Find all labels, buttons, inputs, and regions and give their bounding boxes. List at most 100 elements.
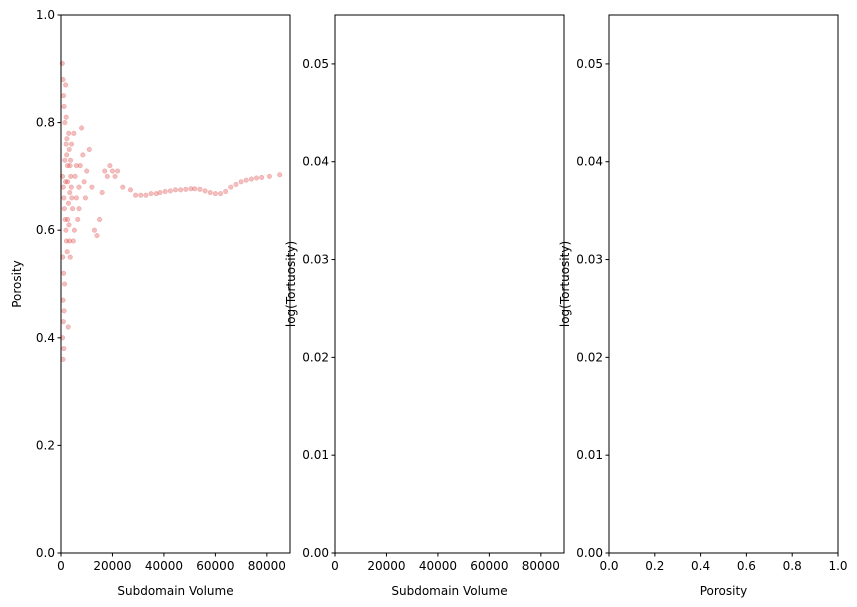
scatter-point [76, 184, 82, 190]
plot-area [335, 15, 564, 553]
scatter-point [64, 136, 70, 142]
scatter-point [61, 206, 67, 212]
x-tick-label: 60000 [470, 559, 508, 573]
x-tick-label: 0 [57, 559, 65, 573]
y-tick-label: 0.04 [302, 155, 329, 169]
scatter-point [61, 103, 67, 110]
scatter-point [65, 200, 72, 206]
scatter-point [71, 130, 77, 136]
scatter-point [76, 206, 82, 212]
scatter-point [62, 281, 68, 287]
scatter-point [61, 195, 67, 201]
scatter-point [127, 187, 134, 193]
scatter-point [99, 189, 105, 196]
scatter-point [178, 187, 184, 193]
scatter-point [68, 184, 74, 190]
scatter-point [67, 163, 73, 169]
scatter-point [63, 141, 69, 147]
scatter-point [61, 308, 67, 314]
y-tick-label: 0.02 [576, 350, 603, 364]
scatter-point [109, 168, 116, 174]
x-tick-label: 20000 [367, 559, 405, 573]
y-axis-label: log(Tortuosity) [284, 241, 298, 327]
plot-frame [608, 14, 839, 554]
scatter-point [197, 186, 203, 192]
x-axis-label: Porosity [700, 584, 748, 598]
scatter-point [243, 177, 249, 183]
plot-frame [60, 14, 291, 554]
scatter-point [120, 184, 126, 190]
x-axis-label: Subdomain Volume [391, 584, 507, 598]
scatter-point [70, 238, 76, 244]
scatter-point [223, 188, 229, 195]
scatter-point [167, 188, 173, 194]
plot-frame [334, 14, 565, 554]
plot-area [609, 15, 838, 553]
scatter-point [112, 173, 118, 179]
scatter-point [259, 174, 265, 181]
y-tick-label: 0.05 [576, 57, 603, 71]
scatter-point [153, 191, 159, 197]
x-tick-label: 0 [331, 559, 339, 573]
scatter-point [62, 120, 68, 126]
scatter-point [61, 93, 67, 99]
scatter-point [89, 184, 95, 190]
scatter-point [94, 233, 100, 239]
y-tick-label: 0.03 [302, 253, 329, 267]
x-tick-label: 0.4 [691, 559, 710, 573]
x-tick-label: 40000 [419, 559, 457, 573]
scatter-point [91, 227, 97, 233]
x-axis-label: Subdomain Volume [117, 584, 233, 598]
y-tick-label: 0.4 [36, 331, 55, 345]
x-tick-label: 1.0 [828, 559, 847, 573]
scatter-point [73, 195, 79, 201]
scatter-point [68, 173, 74, 179]
x-tick-label: 80000 [248, 559, 286, 573]
scatter-point [81, 179, 87, 185]
y-tick-label: 0.00 [302, 546, 329, 560]
scatter-point [102, 168, 108, 174]
x-tick-label: 0.0 [599, 559, 618, 573]
scatter-point [62, 157, 68, 163]
scatter-point [63, 82, 69, 88]
y-axis-label: Porosity [10, 260, 24, 308]
scatter-point [63, 114, 69, 120]
scatter-point [60, 184, 66, 190]
scatter-point [63, 227, 69, 233]
scatter-point [192, 186, 198, 192]
scatter-point [138, 192, 144, 198]
x-tick-label: 0.6 [737, 559, 756, 573]
scatter-point [61, 346, 67, 352]
y-tick-label: 0.6 [36, 223, 55, 237]
scatter-point [207, 189, 213, 196]
scatter-point [73, 163, 79, 169]
y-tick-label: 0.03 [576, 253, 603, 267]
scatter-point [162, 188, 168, 195]
scatter-point [65, 216, 71, 222]
scatter-point [61, 270, 67, 276]
scatter-point [70, 206, 76, 212]
y-tick-label: 0.05 [302, 57, 329, 71]
scatter-point [228, 184, 234, 190]
scatter-point [62, 216, 68, 222]
scatter-point [69, 195, 75, 201]
scatter-point [77, 163, 83, 169]
scatter-point [63, 238, 69, 244]
x-tick-label: 40000 [145, 559, 183, 573]
y-axis-label: log(Tortuosity) [558, 241, 572, 327]
y-tick-label: 0.00 [576, 546, 603, 560]
x-tick-label: 0.2 [645, 559, 664, 573]
scatter-point [63, 179, 69, 185]
scatter-point [75, 216, 81, 222]
scatter-point [157, 189, 163, 196]
scatter-point [68, 141, 75, 147]
scatter-point [172, 187, 179, 193]
scatter-point [80, 152, 86, 158]
x-tick-label: 60000 [196, 559, 234, 573]
y-tick-label: 0.01 [302, 448, 329, 462]
scatter-point [66, 146, 72, 153]
scatter-point [248, 176, 254, 182]
scatter-point [66, 222, 72, 228]
y-tick-label: 1.0 [36, 8, 55, 22]
scatter-point [97, 216, 103, 222]
